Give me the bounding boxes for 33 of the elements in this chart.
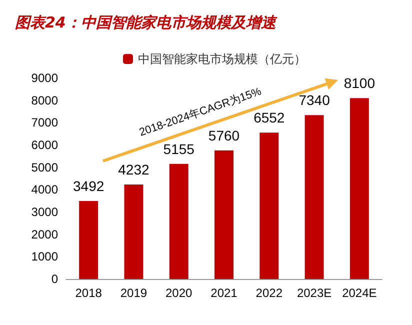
y-tick-label: 3000: [31, 205, 58, 219]
y-tick-label: 9000: [31, 71, 58, 85]
x-tick-label: 2024E: [342, 286, 377, 300]
x-tick-label: 2023E: [296, 286, 332, 300]
y-tick-label: 7000: [31, 116, 58, 130]
chart-title: 图表24：中国智能家电市场规模及增速: [15, 14, 278, 32]
y-tick-label: 6000: [31, 138, 58, 152]
y-tick-label: 5000: [31, 160, 58, 174]
data-label: 5155: [163, 140, 195, 157]
data-label: 7340: [298, 92, 330, 108]
y-tick-label: 0: [51, 272, 58, 286]
y-tick-label: 1000: [31, 250, 58, 264]
data-label: 8100: [344, 75, 376, 92]
data-label: 6552: [254, 110, 285, 126]
bar: [169, 164, 188, 279]
data-label: 5760: [208, 127, 240, 144]
bar: [260, 132, 279, 279]
y-tick-label: 4000: [31, 182, 58, 197]
y-tick-label: 2000: [31, 227, 58, 242]
x-tick-label: 2021: [210, 286, 238, 300]
x-tick-label: 2020: [166, 286, 193, 300]
bar: [350, 98, 369, 279]
x-tick-label: 2018: [75, 286, 102, 300]
y-tick-label: 8000: [31, 93, 58, 108]
x-tick-label: 2022: [256, 286, 283, 300]
x-tick-label: 2019: [120, 286, 148, 300]
bar: [304, 115, 324, 279]
bar: [214, 150, 234, 279]
bar: [79, 201, 98, 279]
bar: [124, 184, 144, 279]
data-label: 3492: [72, 178, 104, 194]
legend-label: 中国智能家电市场规模（亿元）: [138, 52, 306, 66]
data-label: 4232: [118, 161, 150, 178]
